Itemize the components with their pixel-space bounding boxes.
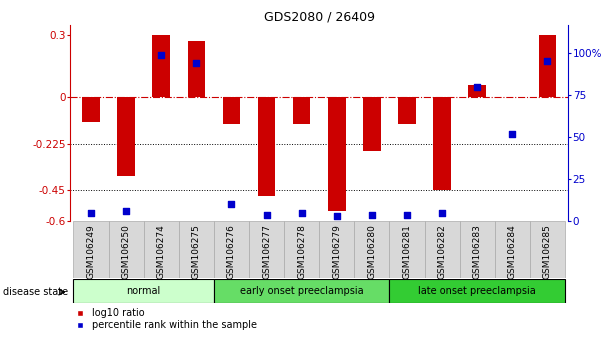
Bar — [187, 41, 205, 97]
Point — [86, 210, 96, 216]
Text: early onset preeclampsia: early onset preeclampsia — [240, 286, 364, 296]
Bar — [434, 97, 451, 190]
Bar — [74, 221, 109, 278]
Point — [227, 201, 237, 207]
Text: GSM106275: GSM106275 — [192, 224, 201, 279]
Bar — [117, 97, 135, 176]
Bar — [530, 221, 565, 278]
Point — [261, 212, 271, 217]
Point — [156, 52, 166, 57]
Bar — [249, 221, 284, 278]
Bar — [389, 221, 424, 278]
Point — [508, 131, 517, 137]
Bar — [363, 97, 381, 151]
Bar — [354, 221, 389, 278]
Bar — [398, 97, 416, 124]
Text: GSM106276: GSM106276 — [227, 224, 236, 279]
Legend: log10 ratio, percentile rank within the sample: log10 ratio, percentile rank within the … — [70, 308, 257, 330]
Text: GSM106282: GSM106282 — [438, 224, 447, 279]
Bar — [153, 35, 170, 97]
Point — [367, 212, 377, 217]
Point — [192, 60, 201, 66]
Point — [332, 213, 342, 219]
Bar — [495, 221, 530, 278]
Bar — [389, 279, 565, 303]
Text: GSM106274: GSM106274 — [157, 224, 166, 279]
Text: GSM106281: GSM106281 — [402, 224, 412, 279]
Bar — [223, 97, 240, 124]
Text: GSM106284: GSM106284 — [508, 224, 517, 279]
Text: GSM106249: GSM106249 — [86, 224, 95, 279]
Text: late onset preeclampsia: late onset preeclampsia — [418, 286, 536, 296]
Text: GSM106278: GSM106278 — [297, 224, 306, 279]
Bar — [179, 221, 214, 278]
Point — [402, 212, 412, 217]
Point — [297, 210, 306, 216]
Text: disease state: disease state — [3, 287, 68, 297]
Bar — [424, 221, 460, 278]
Point — [542, 58, 552, 64]
Point — [437, 210, 447, 216]
Text: GSM106279: GSM106279 — [332, 224, 341, 279]
Bar — [539, 35, 556, 97]
Text: GSM106285: GSM106285 — [543, 224, 552, 279]
Bar — [328, 97, 345, 211]
Bar — [460, 221, 495, 278]
Title: GDS2080 / 26409: GDS2080 / 26409 — [264, 11, 375, 24]
Bar — [293, 97, 311, 124]
Text: GSM106277: GSM106277 — [262, 224, 271, 279]
Text: normal: normal — [126, 286, 161, 296]
Bar — [258, 97, 275, 196]
Text: GSM106280: GSM106280 — [367, 224, 376, 279]
Bar — [468, 85, 486, 97]
Bar — [82, 97, 100, 122]
Point — [472, 84, 482, 89]
Text: GSM106250: GSM106250 — [122, 224, 131, 279]
Bar — [214, 221, 249, 278]
Bar — [74, 279, 214, 303]
Text: GSM106283: GSM106283 — [472, 224, 482, 279]
Point — [121, 208, 131, 214]
Bar — [214, 279, 389, 303]
Bar — [319, 221, 354, 278]
Bar — [284, 221, 319, 278]
Bar — [143, 221, 179, 278]
Bar — [109, 221, 143, 278]
